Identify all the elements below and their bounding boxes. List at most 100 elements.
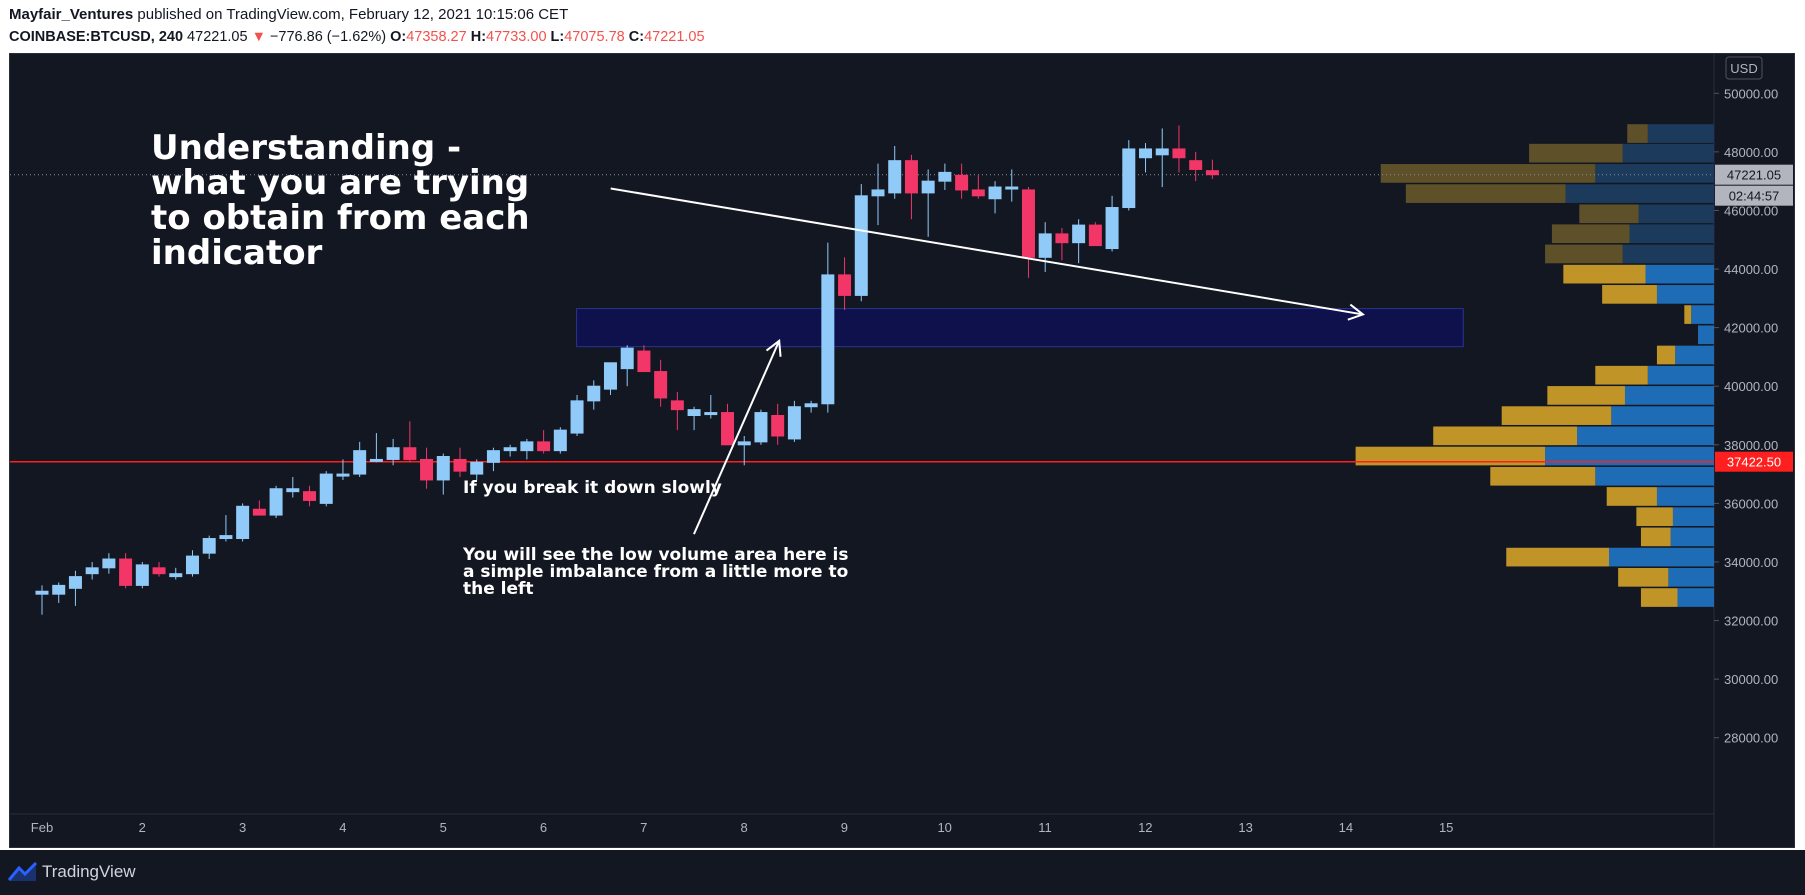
candle-body <box>1005 186 1019 190</box>
x-tick-label: 9 <box>841 820 848 835</box>
volume-profile-down-bar <box>1355 446 1546 466</box>
volume-profile-down-bar <box>1636 507 1673 527</box>
countdown-badge <box>1715 185 1793 206</box>
candle-body <box>119 558 133 586</box>
volume-profile-up-bar <box>1647 124 1714 143</box>
candle-body <box>971 189 985 197</box>
author-name[interactable]: Mayfair_Ventures <box>9 6 134 23</box>
chart-frame[interactable]: USD 28000.00 30000.00 32000.00 34000.00 36000… <box>9 53 1795 848</box>
candle-body <box>938 171 952 182</box>
x-tick-label: 2 <box>139 820 146 835</box>
down-arrow-icon: ▼ <box>251 29 266 45</box>
candle-body <box>838 274 852 296</box>
x-tick-label: 14 <box>1339 820 1353 835</box>
y-tick-label: 48000.00 <box>1724 145 1778 160</box>
volume-profile-up-bar <box>1645 264 1714 284</box>
candle-body <box>403 447 417 460</box>
volume-profile-up-bar <box>1668 567 1714 587</box>
volume-profile-up-bar <box>1622 244 1714 264</box>
candle-body <box>85 567 99 575</box>
volume-profile-up-bar <box>1622 143 1714 163</box>
candle-body <box>587 385 601 402</box>
candle-body <box>152 567 166 575</box>
annotation-title-line: indicator <box>151 233 323 273</box>
candle-body <box>353 450 367 475</box>
x-tick-label: 7 <box>640 820 647 835</box>
candle-body <box>269 488 283 516</box>
support-line-label: 37422.50 <box>1727 455 1781 470</box>
candle-body <box>1055 233 1069 244</box>
candle-body <box>553 429 567 452</box>
candle-body <box>654 371 668 399</box>
candle-body <box>704 412 718 416</box>
footer-bar: TradingView <box>0 850 1805 895</box>
candle-body <box>1105 207 1119 250</box>
candle-body <box>436 456 450 481</box>
candle-body <box>520 441 534 452</box>
volume-profile-down-bar <box>1640 527 1671 547</box>
y-tick-label: 34000.00 <box>1724 555 1778 570</box>
candle-body <box>102 558 116 569</box>
candle-body <box>687 409 701 416</box>
candle-body <box>252 508 266 516</box>
candle-body <box>236 505 250 540</box>
annotation-note-2-line: the left <box>463 579 534 599</box>
candle-body <box>169 573 183 578</box>
x-tick-label: 13 <box>1238 820 1252 835</box>
candle-body <box>603 362 617 390</box>
candle-body <box>1189 160 1203 170</box>
candle-body <box>821 274 835 405</box>
x-tick-label: 3 <box>239 820 246 835</box>
x-tick-label: 10 <box>937 820 951 835</box>
tradingview-brand: TradingView <box>42 862 136 881</box>
price-chart[interactable]: USD 28000.00 30000.00 32000.00 34000.00 36000… <box>10 54 1794 847</box>
volume-profile-up-bar <box>1595 466 1714 486</box>
candle-body <box>135 564 149 586</box>
volume-profile-down-bar <box>1579 204 1639 224</box>
y-tick-label: 36000.00 <box>1724 496 1778 511</box>
y-tick-label: 44000.00 <box>1724 262 1778 277</box>
high-value: 47733.00 <box>486 29 551 45</box>
candle-body <box>737 441 751 446</box>
volume-profile-down-bar <box>1656 345 1676 365</box>
x-tick-label: 8 <box>740 820 747 835</box>
candle-body <box>537 441 551 452</box>
volume-profile-up-bar <box>1577 426 1714 446</box>
annotation-arrow-2-head <box>765 338 782 357</box>
volume-profile-down-bar <box>1606 487 1657 506</box>
candle-body <box>804 403 818 408</box>
candle-body <box>988 186 1002 200</box>
volume-profile-up-bar <box>1691 305 1714 324</box>
candle-body <box>286 488 300 493</box>
volume-profile-down-bar <box>1501 406 1612 425</box>
volume-profile-down-bar <box>1545 244 1623 264</box>
open-value: 47358.27 <box>406 29 471 45</box>
y-tick-label: 42000.00 <box>1724 321 1778 336</box>
volume-profile-down-bar <box>1618 567 1669 587</box>
y-tick-label: 50000.00 <box>1724 86 1778 101</box>
candle-body <box>386 447 400 460</box>
candle-body <box>185 555 199 575</box>
volume-profile-up-bar <box>1675 345 1714 365</box>
symbol-info: COINBASE:BTCUSD, 240 47221.05 ▼ −776.86 … <box>9 29 705 45</box>
annotation-note-1: If you break it down slowly <box>463 478 722 498</box>
last-price-badge <box>1715 164 1793 185</box>
annotation-title-line: to obtain from each <box>151 198 530 238</box>
volume-profile-down-bar <box>1529 143 1623 163</box>
support-line-badge <box>1715 451 1793 472</box>
volume-profile-down-bar <box>1684 305 1692 324</box>
candle-body <box>670 400 684 411</box>
annotation-title-line: Understanding - <box>151 128 461 168</box>
volume-profile-up-bar <box>1656 285 1714 304</box>
volume-profile-up-bar <box>1565 184 1714 203</box>
x-tick-label: 4 <box>339 820 346 835</box>
volume-profile-down-bar <box>1602 285 1657 304</box>
candle-body <box>303 491 317 501</box>
volume-profile-up-bar <box>1672 507 1714 527</box>
candle-body <box>721 412 735 446</box>
annotation-title-line: what you are trying <box>151 163 529 203</box>
annotation-note-2-line: a simple imbalance from a little more to <box>463 562 848 582</box>
tradingview-logo-icon[interactable] <box>8 860 38 882</box>
x-tick-label: 5 <box>440 820 447 835</box>
currency-button <box>1725 56 1763 80</box>
